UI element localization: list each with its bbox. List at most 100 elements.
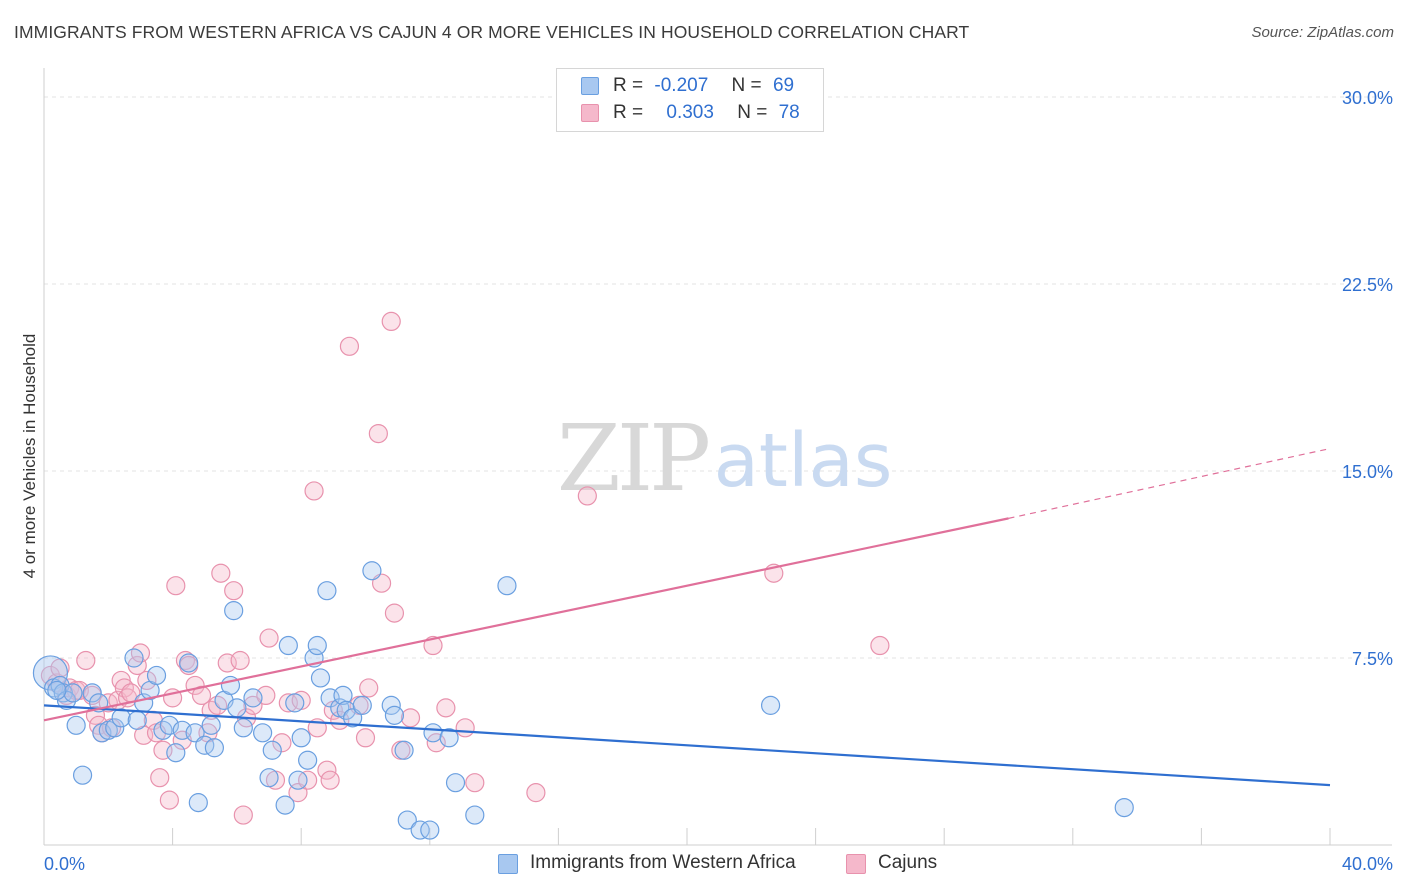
data-point [410,820,430,840]
y-axis-label: 4 or more Vehicles in Household [20,333,39,579]
data-point [272,733,292,753]
data-point [56,690,77,710]
data-point [298,770,318,790]
data-point [159,790,179,810]
r-value: 0.303 [666,102,714,123]
legend-label: Cajuns [878,852,938,873]
data-point [320,770,340,790]
data-point [105,718,125,738]
legend-swatch-pink [581,104,599,122]
data-point [870,635,890,656]
data-point [153,720,173,740]
legend-text: R = -0.207 N = 69 [613,75,794,97]
trend-line-western-africa [43,704,1331,787]
data-point [760,695,781,715]
data-point [394,740,414,760]
n-label: N = [731,75,762,96]
data-point [243,688,263,708]
data-point [333,685,353,706]
data-point [47,680,67,701]
data-point [188,793,208,813]
data-point [307,635,327,656]
r-label: R = [613,102,644,123]
data-point [384,603,405,623]
data-point [317,581,337,601]
data-point [298,750,318,770]
r-value: -0.207 [654,75,709,96]
data-point [455,718,475,738]
data-point [127,710,147,730]
x-tick-label: 0.0% [44,854,85,874]
data-point [230,650,250,671]
data-point [420,820,440,840]
data-point [397,810,417,830]
data-point [259,628,279,648]
data-point [304,481,324,501]
data-point [355,728,376,748]
data-point [76,650,96,671]
data-point [253,723,273,743]
y-tick-label: 22.5% [1342,275,1393,295]
data-point [381,311,401,331]
data-point [291,728,311,748]
data-point [278,635,298,656]
data-point [285,693,305,713]
legend-swatch-blue [581,77,599,95]
x-tick-label: 40.0% [1342,854,1393,874]
axes [43,68,1392,846]
data-point [124,648,144,668]
data-point [72,765,93,785]
data-point [526,783,546,803]
data-point [262,740,282,760]
data-point [436,698,456,718]
data-point [111,708,131,728]
data-point [146,665,167,686]
data-point [400,708,421,728]
data-point [211,563,231,583]
data-point [66,715,86,735]
data-point [275,795,295,815]
data-point [227,698,247,718]
data-point [1114,797,1134,818]
data-point [204,738,224,758]
data-point [497,576,517,596]
watermark-zip: ZIP [557,405,708,512]
data-point [224,601,244,621]
n-value: 78 [778,102,800,123]
n-label: N = [737,102,768,123]
data-point [63,683,83,703]
gridlines [44,96,1392,659]
y-tick-label: 30.0% [1342,88,1393,108]
data-point [310,668,331,688]
y-tick-label: 15.0% [1342,462,1393,482]
data-point [130,643,151,663]
series-cajuns-points [40,311,890,825]
data-point [233,718,253,738]
data-point [362,561,382,581]
data-point [243,695,263,715]
watermark-atlas: atlas [714,418,893,504]
r-label: R = [613,75,644,96]
source-label: Source: ZipAtlas.com [1251,24,1394,41]
data-point [166,743,186,763]
data-point [352,695,372,715]
chart-title: IMMIGRANTS FROM WESTERN AFRICA VS CAJUN … [14,22,970,42]
series-western-africa-points [32,561,1134,840]
n-value: 69 [772,75,795,96]
legend-label: Immigrants from Western Africa [530,852,796,873]
legend-swatch-pink [846,854,866,874]
data-point [384,705,405,725]
trend-lines [43,447,1331,787]
data-point [465,773,485,793]
watermark: ZIP atlas [557,405,893,512]
data-point [288,770,308,790]
trend-line-cajuns [43,517,1009,722]
data-point [423,635,443,656]
data-point [201,715,221,735]
data-point [445,773,466,793]
data-point [166,576,186,596]
legend-swatch-blue [498,854,518,874]
data-point [359,678,379,698]
data-point [150,768,170,788]
